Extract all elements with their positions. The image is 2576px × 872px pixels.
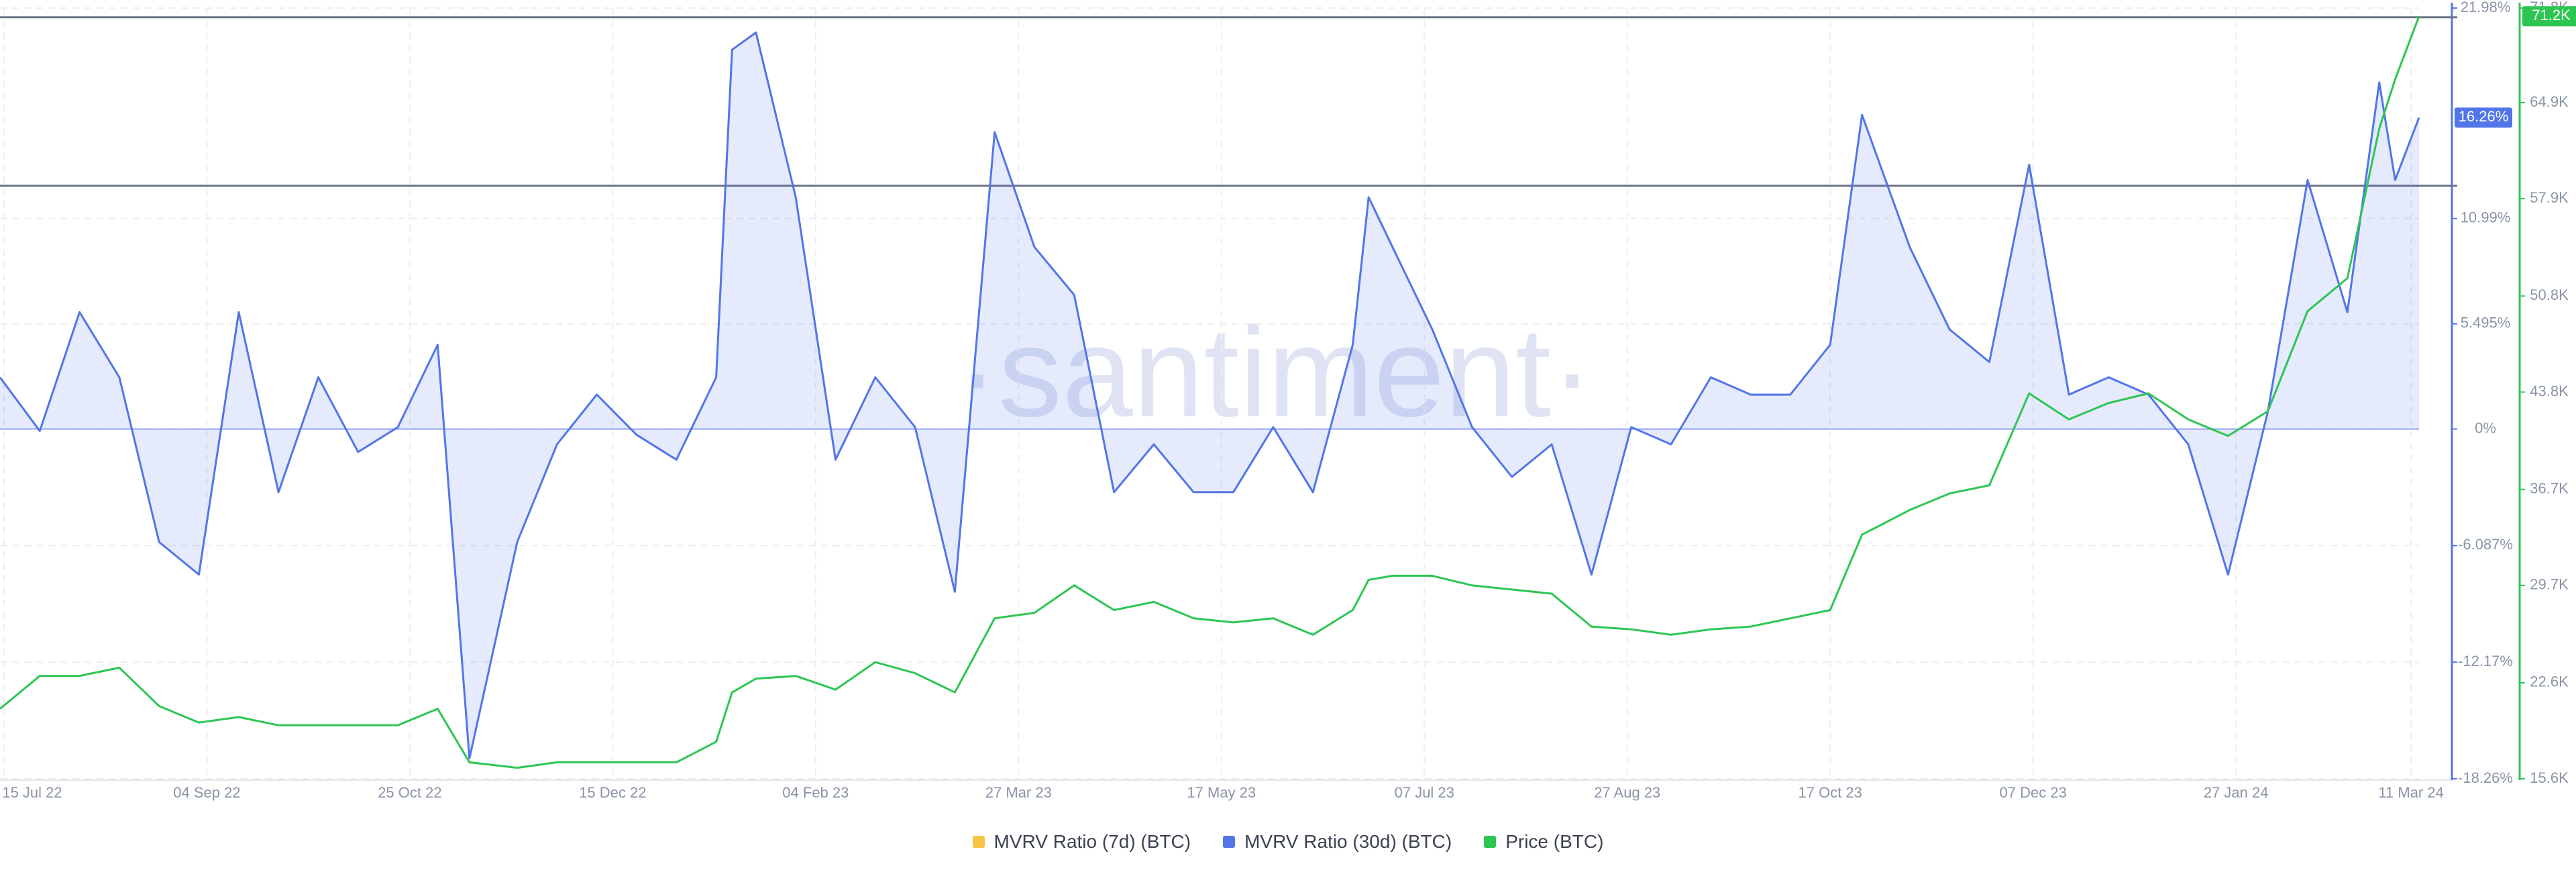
y-tick-label: 21.98% bbox=[2461, 0, 2511, 15]
x-tick-label: 17 May 23 bbox=[1187, 784, 1256, 801]
current-value-badge bbox=[2522, 6, 2576, 27]
legend-swatch bbox=[972, 836, 985, 848]
y2-tick-label: 15.6K bbox=[2530, 769, 2569, 786]
series-line bbox=[0, 32, 2420, 760]
legend-label: Price (BTC) bbox=[1505, 831, 1604, 852]
y2-tick-label: 29.7K bbox=[2530, 576, 2569, 593]
x-tick-label: 07 Dec 23 bbox=[2000, 784, 2067, 801]
y-tick-label: 5.495% bbox=[2461, 315, 2511, 331]
legend-item[interactable]: MVRV Ratio (30d) (BTC) bbox=[1223, 831, 1452, 853]
current-value-badge bbox=[2455, 107, 2512, 128]
y2-tick-label: 57.9K bbox=[2530, 189, 2569, 206]
watermark: ·santiment· bbox=[956, 301, 1593, 443]
x-tick-label: 07 Jul 23 bbox=[1395, 784, 1454, 801]
legend-item[interactable]: Price (BTC) bbox=[1484, 831, 1603, 853]
legend-swatch bbox=[1223, 836, 1236, 848]
legend-label: MVRV Ratio (7d) (BTC) bbox=[994, 831, 1191, 852]
y2-tick-label: 64.9K bbox=[2530, 93, 2569, 110]
legend: MVRV Ratio (7d) (BTC) MVRV Ratio (30d) (B… bbox=[0, 825, 2576, 859]
legend-item[interactable]: MVRV Ratio (7d) (BTC) bbox=[972, 831, 1191, 853]
area bbox=[0, 32, 2419, 759]
x-tick-label: 17 Oct 23 bbox=[1799, 784, 1862, 801]
y2-tick-label: 36.7K bbox=[2530, 480, 2569, 496]
x-tick-label: 04 Feb 23 bbox=[782, 784, 849, 801]
x-tick-label: 15 Jul 22 bbox=[2, 784, 62, 801]
y2-tick-label: 22.6K bbox=[2530, 673, 2569, 690]
series-line bbox=[0, 15, 2420, 769]
y-tick-label: 0% bbox=[2475, 419, 2496, 436]
y-tick-label: -12.17% bbox=[2458, 653, 2513, 669]
x-tick-label: 15 Dec 22 bbox=[579, 784, 646, 801]
y2-tick-label: 50.8K bbox=[2530, 286, 2569, 303]
x-tick-label: 27 Mar 23 bbox=[985, 784, 1052, 801]
y-tick-label: 10.99% bbox=[2461, 209, 2511, 226]
legend-swatch bbox=[1484, 836, 1497, 848]
x-tick-label: 27 Aug 23 bbox=[1594, 784, 1660, 801]
x-tick-label: 11 Mar 24 bbox=[2378, 784, 2443, 801]
legend-label: MVRV Ratio (30d) (BTC) bbox=[1244, 831, 1452, 852]
chart: ·santiment· 15 Jul 22 04 Sep 22 25 Oct 22 1… bbox=[0, 0, 2576, 801]
x-tick-label: 27 Jan 24 bbox=[2204, 784, 2269, 801]
y2-tick-label: 43.8K bbox=[2530, 382, 2569, 399]
y-tick-label: -6.087% bbox=[2458, 536, 2513, 553]
y-tick-label: -18.26% bbox=[2458, 769, 2513, 786]
x-tick-label: 04 Sep 22 bbox=[173, 784, 240, 801]
current-value-label: 16.26% bbox=[2459, 108, 2509, 125]
current-value-label: 71.2K bbox=[2532, 7, 2571, 23]
x-tick-label: 25 Oct 22 bbox=[378, 784, 441, 801]
